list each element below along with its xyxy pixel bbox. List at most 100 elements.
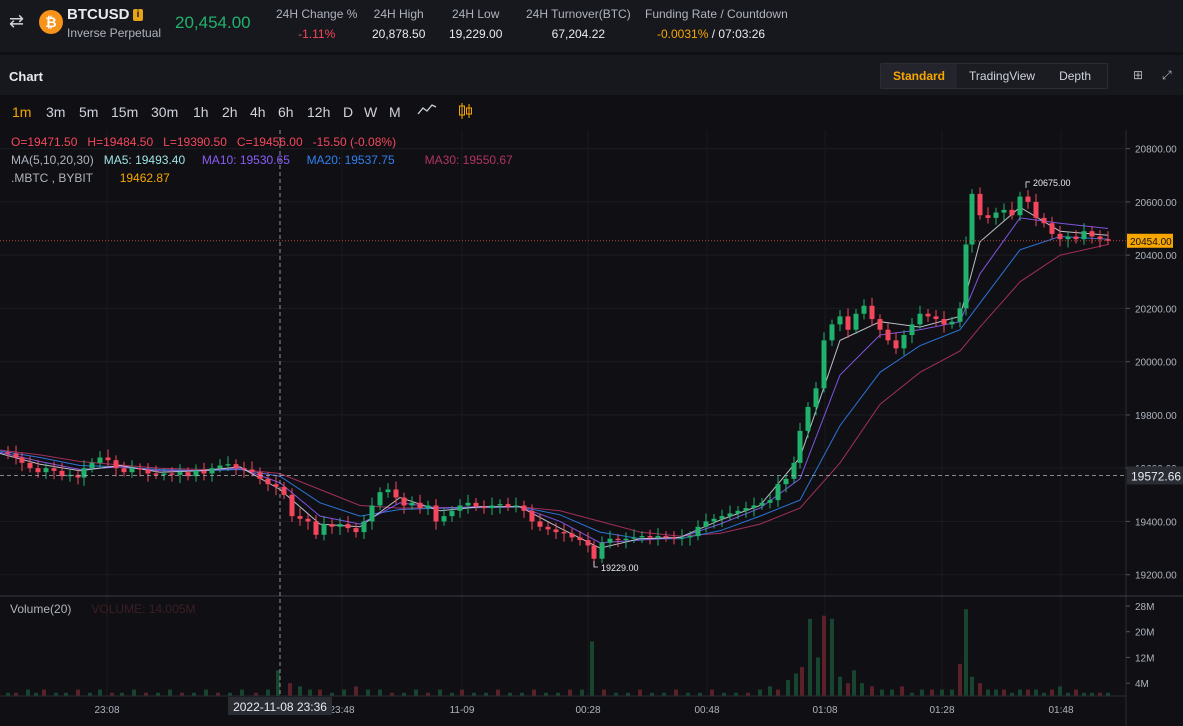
volume-bar xyxy=(986,689,990,696)
candle-body xyxy=(289,494,295,517)
volume-bar xyxy=(880,689,884,696)
interval-day[interactable]: D xyxy=(343,104,354,120)
volume-bar xyxy=(602,689,606,696)
volume-bar xyxy=(794,673,798,696)
grid-layout-icon[interactable]: ⊞ xyxy=(1133,68,1144,82)
candle-body xyxy=(5,452,11,454)
candle-body xyxy=(1033,201,1039,218)
time-tick-label: 01:28 xyxy=(929,705,954,716)
last-price: 20,454.00 xyxy=(175,13,251,32)
price-chart[interactable]: 19200.0019400.0019600.0019800.0020000.00… xyxy=(0,130,1183,726)
volume-bar xyxy=(180,692,184,696)
volume-bar xyxy=(860,683,864,696)
candle-body xyxy=(497,504,503,506)
fullscreen-icon[interactable]: ⤢ xyxy=(1162,68,1172,82)
volume-bar xyxy=(650,692,654,696)
volume-bar xyxy=(508,692,512,696)
interval-2h[interactable]: 2h xyxy=(222,104,238,120)
volume-bar xyxy=(686,692,690,696)
volume-bar xyxy=(192,692,196,696)
candle-body xyxy=(19,457,25,463)
volume-bar xyxy=(910,692,914,696)
chart-header: Chart Standard TradingView Depth ⊞ ⤢ xyxy=(0,55,1183,95)
volume-bar xyxy=(484,692,488,696)
stat-24h-change: 24H Change % -1.11% xyxy=(276,7,357,41)
volume-bar xyxy=(808,618,812,696)
candle-body xyxy=(821,340,827,389)
interval-6h[interactable]: 6h xyxy=(278,104,294,120)
current-price-label: 20454.00 xyxy=(1130,237,1172,248)
interval-1m[interactable]: 1m xyxy=(12,104,32,120)
volume-bar xyxy=(1090,692,1094,696)
volume-label: Volume(20) xyxy=(10,602,72,616)
volume-bar xyxy=(816,657,820,696)
candlestick-icon[interactable] xyxy=(458,102,474,123)
volume-bar xyxy=(42,689,46,696)
interval-month[interactable]: M xyxy=(389,104,401,120)
interval-3m[interactable]: 3m xyxy=(46,104,66,120)
volume-bar xyxy=(402,692,406,696)
chart-axes: 19200.0019400.0019600.0019800.0020000.00… xyxy=(0,130,1183,726)
volume-bar xyxy=(390,692,394,696)
stat-value: 67,204.22 xyxy=(551,27,606,41)
swap-arrows-icon[interactable]: ⇄ xyxy=(9,11,25,31)
volume-bar xyxy=(26,689,30,696)
stat-label: 24H Change % xyxy=(276,7,358,21)
candle-body xyxy=(727,513,733,517)
candle-body xyxy=(321,524,327,535)
volume-tick-label: 4M xyxy=(1135,679,1149,690)
candle-body xyxy=(297,516,303,519)
volume-bar xyxy=(266,689,270,696)
candle-body xyxy=(797,430,803,463)
candle-body xyxy=(759,502,765,506)
volume-bar xyxy=(156,692,160,696)
volume-bar xyxy=(1034,689,1038,696)
info-icon[interactable]: i xyxy=(133,9,143,21)
volume-bar xyxy=(496,689,500,696)
candle-body xyxy=(433,505,439,522)
volume-bar xyxy=(890,689,894,696)
tab-depth[interactable]: Depth xyxy=(1059,69,1092,83)
crosshair-price-label: 19572.66 xyxy=(1131,469,1181,483)
volume-bar xyxy=(722,692,726,696)
candle-body xyxy=(963,244,969,309)
candle-body xyxy=(687,536,693,538)
stat-value: -1.11% xyxy=(298,27,336,41)
candle-body xyxy=(719,516,725,519)
tab-standard[interactable]: Standard xyxy=(881,64,958,88)
candle-body xyxy=(917,313,923,325)
candle-body xyxy=(615,538,621,541)
interval-5m[interactable]: 5m xyxy=(79,104,99,120)
candle-body xyxy=(481,506,487,509)
volume-bar xyxy=(776,689,780,696)
symbol-name[interactable]: BTCUSD xyxy=(67,6,130,23)
candle-body xyxy=(1041,217,1047,224)
volume-bar xyxy=(920,689,924,696)
volume-bar xyxy=(204,689,208,696)
crosshair-time-tag xyxy=(228,697,332,715)
line-chart-icon[interactable] xyxy=(417,102,437,119)
low-marker-label: 19229.00 xyxy=(601,563,639,573)
volume-bar xyxy=(638,689,642,696)
candle-body xyxy=(345,524,351,529)
interval-4h[interactable]: 4h xyxy=(250,104,266,120)
tab-tradingview[interactable]: TradingView xyxy=(969,69,1036,83)
interval-30m[interactable]: 30m xyxy=(151,104,179,120)
interval-1h[interactable]: 1h xyxy=(193,104,209,120)
volume-bar xyxy=(378,689,382,696)
candle-body xyxy=(489,505,495,509)
time-tick-label: 00:28 xyxy=(575,705,600,716)
candle-body xyxy=(751,505,757,509)
time-tick-label: 11-09 xyxy=(450,705,475,716)
candle-body xyxy=(545,526,551,530)
candle-body xyxy=(233,464,239,469)
volume-bar xyxy=(786,679,790,696)
interval-15m[interactable]: 15m xyxy=(111,104,139,120)
candle-body xyxy=(169,473,175,475)
moving-average-lines xyxy=(0,206,1109,549)
stat-label: 24H Low xyxy=(452,7,500,21)
ohlc-change-pct: (-0.08%) xyxy=(350,135,397,149)
interval-12h[interactable]: 12h xyxy=(307,104,331,120)
price-tick-label: 20000.00 xyxy=(1135,358,1177,369)
interval-week[interactable]: W xyxy=(364,104,378,120)
